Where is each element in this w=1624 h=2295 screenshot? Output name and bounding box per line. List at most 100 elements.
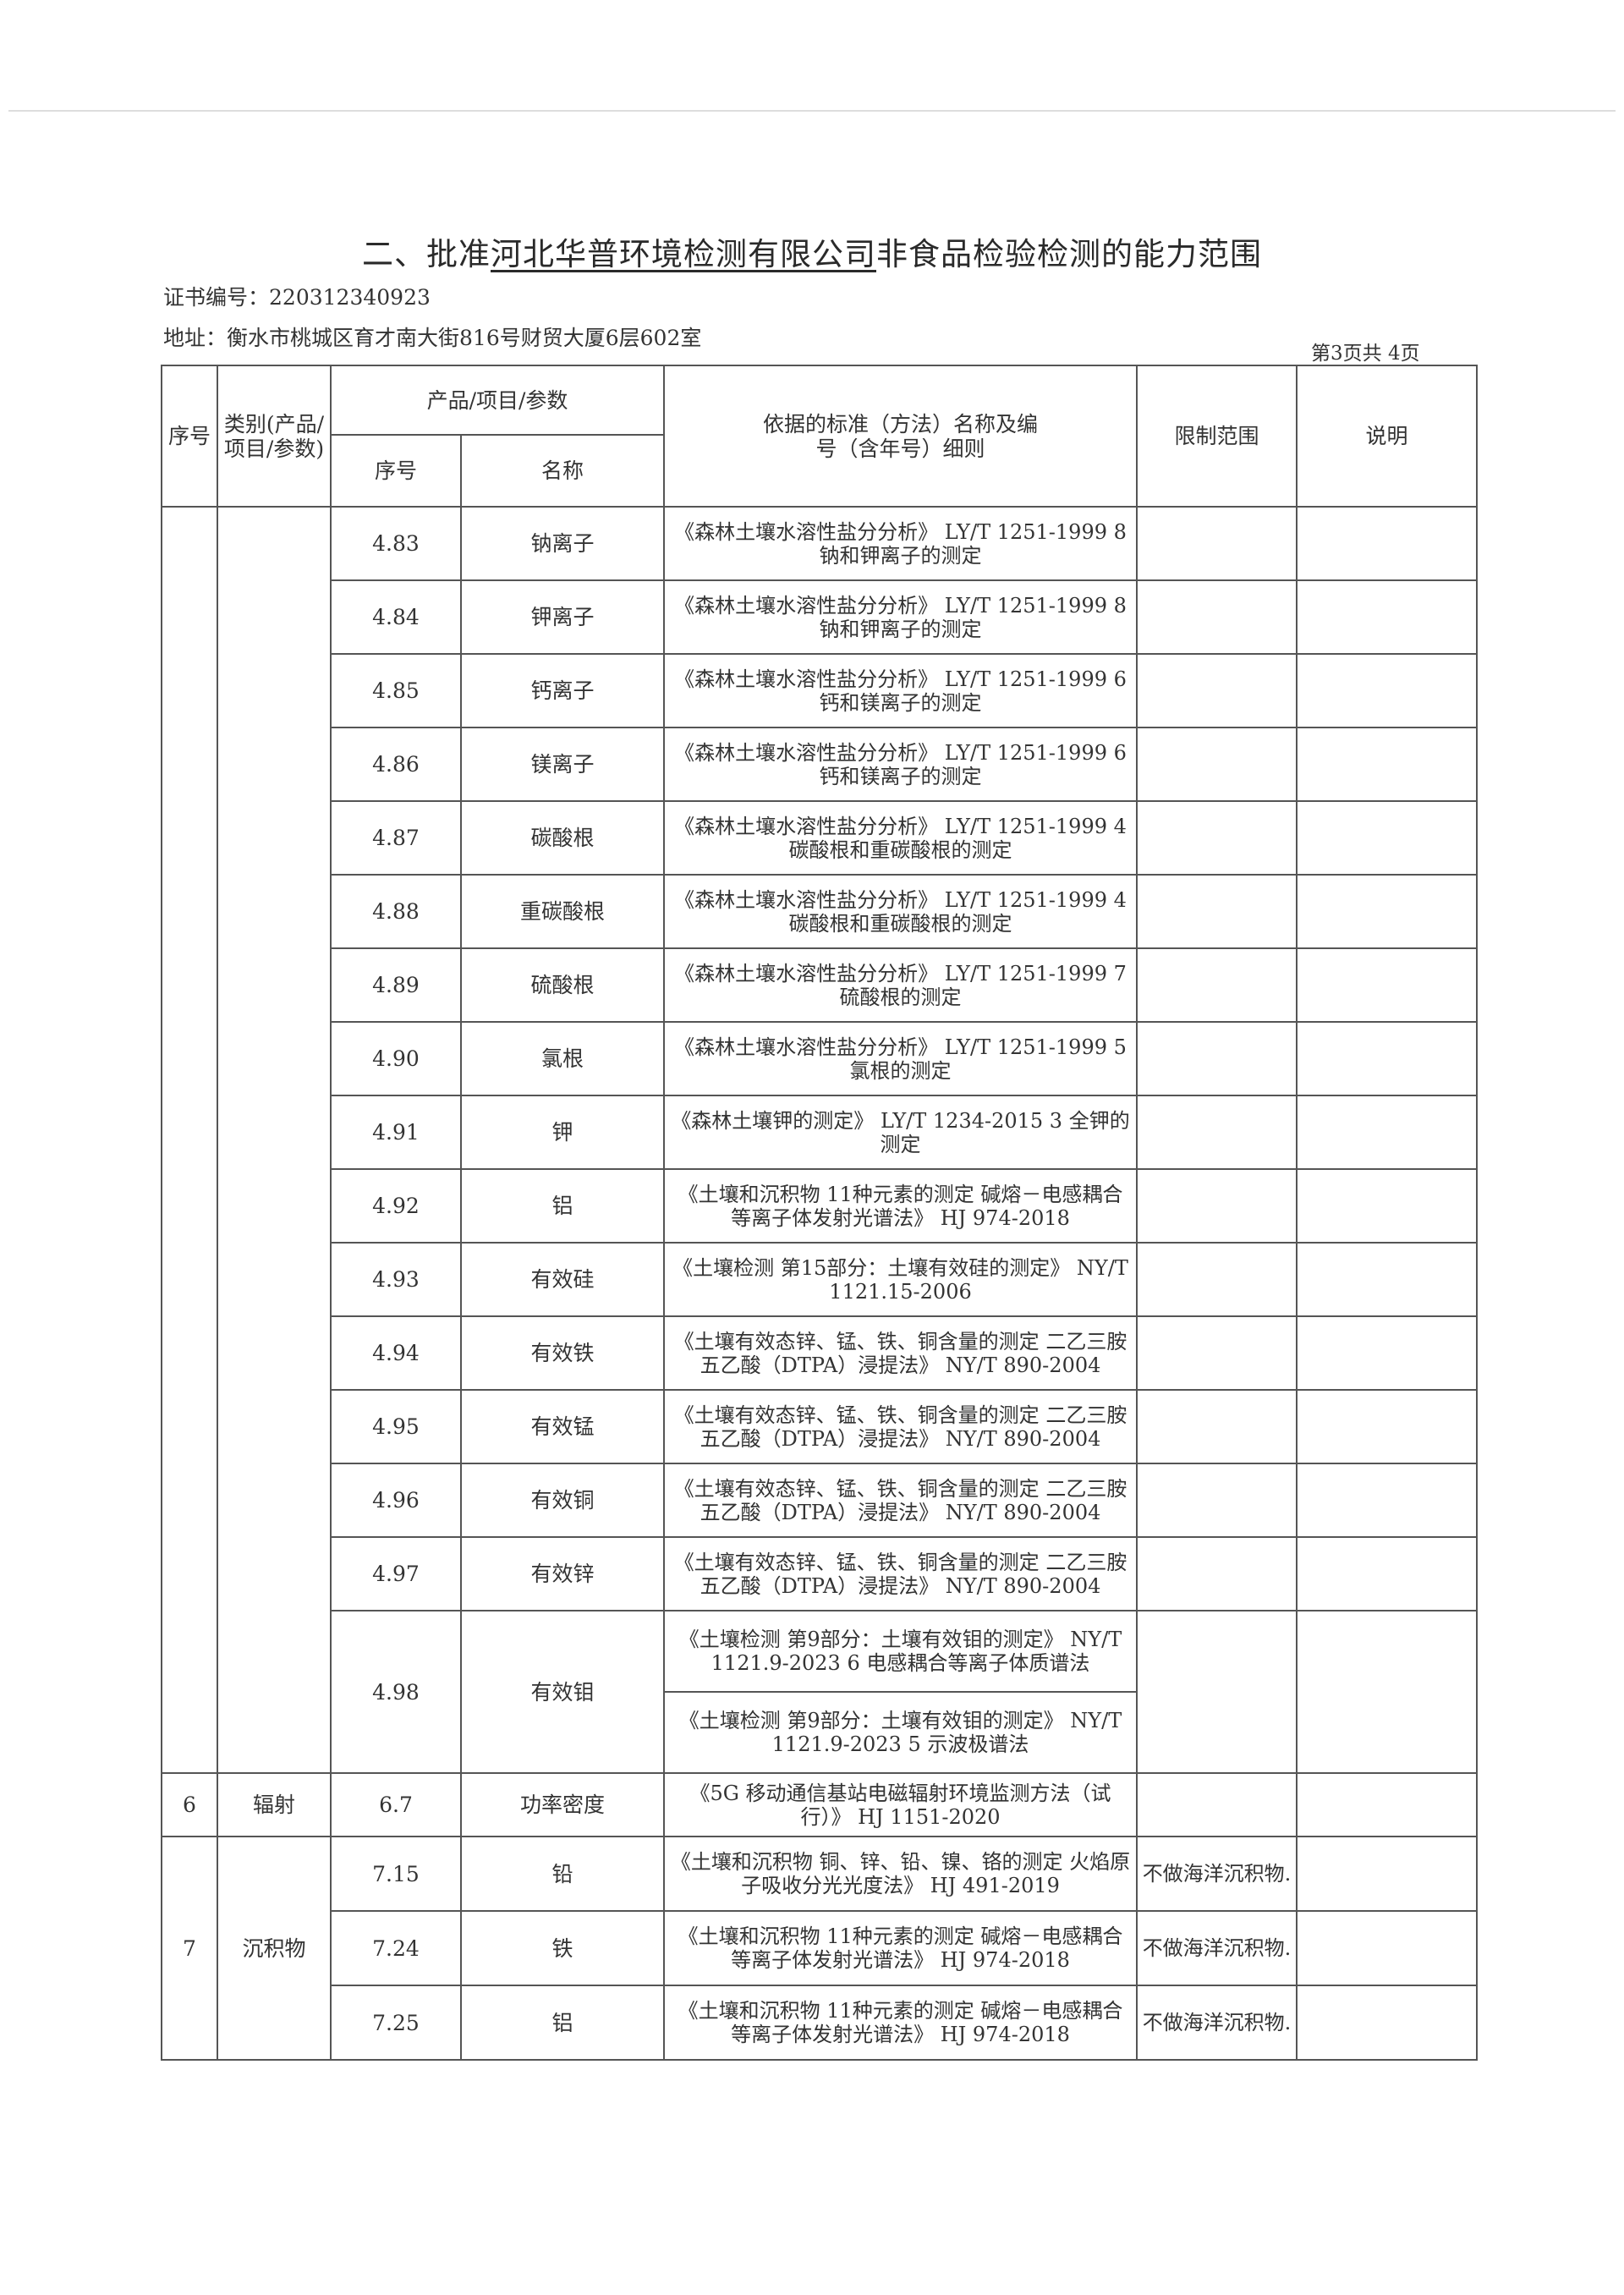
certificate-label: 证书编号： [163,285,270,310]
item-seq: 4.96 [330,1463,462,1538]
item-limit: 不做海洋沉积物. [1136,1985,1298,2061]
item-name: 铅 [459,1836,666,1912]
table-row: 4.90 氯根 《森林土壤水溶性盐分分析》 LY/T 1251-1999 5 氯根的… [162,1021,1479,1096]
table-row: 4.95 有效锰 《土壤有效态锌、锰、铁、铜含量的测定 二乙三胺五乙酸（DTPA）浸… [162,1389,1479,1464]
table-row: 7.25 铝《土壤和沉积物 11种元素的测定 碱熔－电感耦合等离子体发射光谱法》 … [162,1985,1479,2061]
item-name: 有效锰 [459,1389,666,1464]
item-seq: 4.84 [330,579,462,655]
item-standard: 《土壤有效态锌、锰、铁、铜含量的测定 二乙三胺五乙酸（DTPA）浸提法》 NY/… [663,1315,1138,1391]
table-row: 4.92 铝《土壤和沉积物 11种元素的测定 碱熔－电感耦合等离子体发射光谱法》 … [162,1168,1479,1244]
item-seq: 4.86 [330,727,462,802]
item-limit [1136,506,1298,581]
title-suffix: 非食品检验检测的能力范围 [876,236,1262,272]
scan-edge-line [8,110,1616,112]
item-name: 有效铁 [459,1315,666,1391]
item-seq: 4.95 [330,1389,462,1464]
item-seq: 4.97 [330,1536,462,1611]
item-seq: 4.92 [330,1168,462,1244]
item-name: 钠离子 [459,506,666,581]
table-row: 4.87 碳酸根 《森林土壤水溶性盐分分析》 LY/T 1251-1999 4 碳酸… [162,800,1479,876]
item-standard: 《土壤和沉积物 11种元素的测定 碱熔－电感耦合等离子体发射光谱法》 HJ 97… [663,1168,1138,1244]
item-name: 有效铜 [459,1463,666,1538]
title-prefix: 二、批准 [362,236,491,272]
table-row: 4.96 有效铜 《土壤有效态锌、锰、铁、铜含量的测定 二乙三胺五乙酸（DTPA）浸… [162,1463,1479,1538]
item-name: 铝 [459,1985,666,2061]
header-limit: 限制范围 [1136,365,1298,508]
item-seq: 7.24 [330,1910,462,1986]
item-name: 钾 [459,1095,666,1170]
item-name: 硫酸根 [459,947,666,1023]
item-seq: 7.15 [330,1836,462,1912]
item-limit [1136,1772,1298,1837]
item-seq: 4.91 [330,1095,462,1170]
item-seq: 4.88 [330,874,462,949]
item-note [1296,1772,1479,1837]
item-name: 有效锌 [459,1536,666,1611]
item-limit: 不做海洋沉积物. [1136,1836,1298,1912]
item-standard: 《森林土壤水溶性盐分分析》 LY/T 1251-1999 8 钠和钾离子的测定 [663,506,1138,581]
table-row: 7.24 铁《土壤和沉积物 11种元素的测定 碱熔－电感耦合等离子体发射光谱法》 … [162,1910,1479,1986]
item-note [1296,1242,1479,1317]
item-standard: 《5G 移动通信基站电磁辐射环境监测方法（试行）》 HJ 1151-2020 [663,1772,1138,1837]
section-seq: 6 [161,1772,218,1837]
item-standard: 《森林土壤水溶性盐分分析》 LY/T 1251-1999 5 氯根的测定 [663,1021,1138,1096]
item-seq: 4.94 [330,1315,462,1391]
item-standard: 《森林土壤水溶性盐分分析》 LY/T 1251-1999 4 碳酸根和重碳酸根的… [663,800,1138,876]
table-row: 6 辐射 6.7 功率密度 《5G 移动通信基站电磁辐射环境监测方法（试行）》 HJ 1… [161,1772,1479,1837]
item-limit [1136,800,1298,876]
certificate-value: 220312340923 [269,285,431,310]
table-row: 4.86 镁离子 《森林土壤水溶性盐分分析》 LY/T 1251-1999 6 钙和… [162,727,1479,802]
item-name: 有效钼 [459,1610,666,1774]
item-note [1296,947,1479,1023]
item-standard: 《森林土壤钾的测定》 LY/T 1234-2015 3 全钾的测定 [663,1095,1138,1170]
item-note [1296,1836,1479,1912]
section-category: 沉积物 [217,1836,332,2061]
capability-table: 序号 类别(产品/项目/参数) 产品/项目/参数 依据的标准（方法）名称及编号（… [161,365,1479,2061]
item-seq: 4.87 [330,800,462,876]
item-note [1296,653,1479,728]
header-category: 类别(产品/项目/参数) [217,365,332,508]
item-limit [1136,1315,1298,1391]
table-row: 4.88 重碳酸根 《森林土壤水溶性盐分分析》 LY/T 1251-1999 4 碳… [162,874,1479,949]
section-category: 辐射 [217,1772,332,1837]
item-seq: 4.89 [330,947,462,1023]
item-name: 功率密度 [459,1772,666,1837]
page-indicator: 第3页共 4页 [1311,343,1420,365]
table-row: 4.85 钙离子 《森林土壤水溶性盐分分析》 LY/T 1251-1999 6 钙和… [162,653,1479,728]
item-standard: 《土壤检测 第9部分：土壤有效钼的测定》 NY/T 1121.9-2023 5 … [663,1691,1138,1774]
item-name: 碳酸根 [459,800,666,876]
item-seq: 4.83 [330,506,462,581]
item-limit [1136,1536,1298,1611]
item-limit [1136,579,1298,655]
item-note [1296,800,1479,876]
item-limit [1136,1242,1298,1317]
item-seq: 4.85 [330,653,462,728]
item-note [1296,1168,1479,1244]
item-name: 铁 [459,1910,666,1986]
item-seq: 4.98 [330,1610,462,1774]
item-note [1296,1095,1479,1170]
item-seq: 6.7 [330,1772,462,1837]
item-limit [1136,947,1298,1023]
table-row: 4.84 钾离子 《森林土壤水溶性盐分分析》 LY/T 1251-1999 8 钠和… [162,579,1479,655]
item-note [1296,1021,1479,1096]
item-standard: 《土壤有效态锌、锰、铁、铜含量的测定 二乙三胺五乙酸（DTPA）浸提法》 NY/… [663,1536,1138,1611]
item-standard: 《森林土壤水溶性盐分分析》 LY/T 1251-1999 6 钙和镁离子的测定 [663,653,1138,728]
item-name: 氯根 [459,1021,666,1096]
header-item-seq: 序号 [330,434,462,508]
header-item-name: 名称 [459,434,666,508]
table-row: 4.83 钠离子 《森林土壤水溶性盐分分析》 LY/T 1251-1999 8 钠和… [161,506,1479,1774]
item-note [1296,1536,1479,1611]
item-limit [1136,1168,1298,1244]
item-note [1296,874,1479,949]
item-note [1296,506,1479,581]
item-name: 镁离子 [459,727,666,802]
item-note [1296,1910,1479,1986]
item-standard: 《森林土壤水溶性盐分分析》 LY/T 1251-1999 6 钙和镁离子的测定 [663,727,1138,802]
item-standard: 《土壤有效态锌、锰、铁、铜含量的测定 二乙三胺五乙酸（DTPA）浸提法》 NY/… [663,1463,1138,1538]
header-product-group: 产品/项目/参数 [329,365,666,436]
item-seq: 4.93 [330,1242,462,1317]
header-standard: 依据的标准（方法）名称及编号（含年号）细则 [663,365,1138,508]
item-name: 重碳酸根 [459,874,666,949]
item-limit [1136,1095,1298,1170]
